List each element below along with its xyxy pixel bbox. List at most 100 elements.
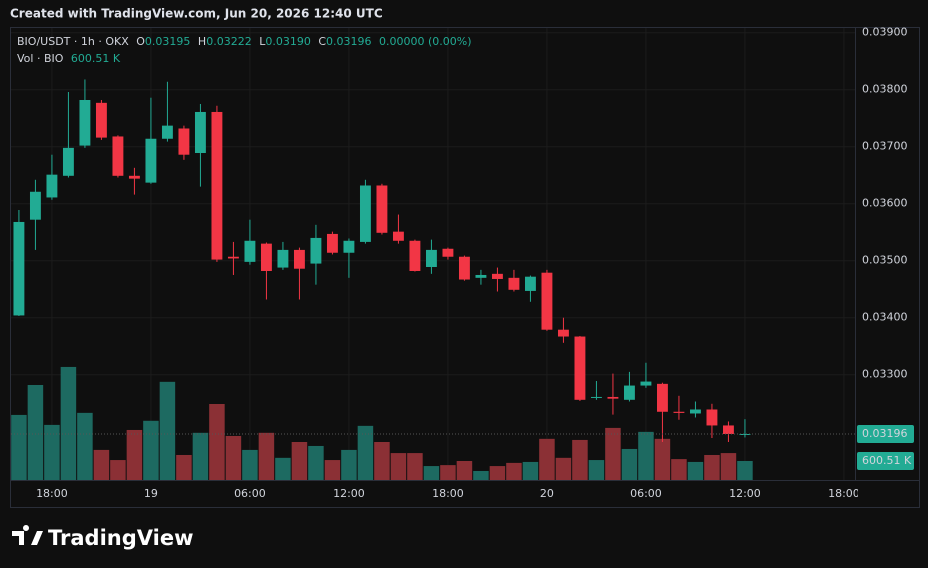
volume-bar — [687, 461, 704, 480]
candle-body — [739, 434, 751, 436]
volume-bar — [654, 438, 671, 480]
candle-body — [260, 243, 272, 271]
volume-bar — [704, 454, 720, 480]
candle-body — [277, 249, 289, 268]
volume-bar — [308, 445, 324, 480]
candle-body — [178, 128, 190, 155]
candle-body — [409, 240, 421, 271]
y-tick-label: 0.03400 — [862, 311, 908, 324]
volume-bar — [737, 460, 753, 480]
volume-bar — [456, 461, 473, 480]
last-price-label: 0.03196 — [862, 427, 908, 440]
volume-bar — [440, 465, 456, 480]
candle-body — [458, 256, 470, 280]
volume-bar — [11, 414, 27, 480]
candle-body — [310, 237, 322, 264]
time-axis: 18:00 19 06:00 12:00 18:00 20 06:00 12:00 18:00 — [36, 487, 860, 500]
candle-body — [722, 425, 734, 435]
volume-bar — [506, 462, 522, 480]
last-volume-box — [857, 451, 914, 470]
logo-icon — [12, 525, 43, 545]
candle-body — [524, 276, 536, 291]
y-tick-label: 0.03700 — [862, 140, 908, 153]
candle-body — [673, 411, 685, 413]
watermark-text: Created with TradingView.com, Jun 20, 20… — [10, 7, 383, 21]
volume-bar — [671, 459, 687, 480]
x-tick-label: 18:00 — [828, 487, 860, 500]
label: C — [318, 35, 326, 48]
candle-body — [359, 185, 371, 242]
x-tick-label: 06:00 — [234, 487, 266, 500]
volume-bar — [27, 385, 44, 480]
volume-bar — [489, 466, 506, 480]
logo-text: TradingView — [48, 526, 193, 550]
y-tick-label: 0.03300 — [862, 368, 908, 381]
candle-body — [13, 221, 25, 316]
volume-bar — [341, 449, 357, 480]
y-tick-label: 0.03500 — [862, 254, 908, 267]
volume-bar — [324, 460, 341, 480]
x-tick-label: 18:00 — [432, 487, 464, 500]
candle-body — [145, 138, 157, 183]
volume-bar — [720, 453, 737, 480]
volume-bar — [159, 381, 176, 480]
candle-body — [491, 273, 503, 279]
volume-bar — [225, 435, 242, 480]
volume-bar — [242, 449, 258, 480]
volume-bar — [539, 438, 555, 480]
candle-body — [541, 272, 553, 330]
volume-bar — [621, 448, 638, 480]
volume-bar — [192, 432, 209, 480]
candle-body — [557, 329, 569, 337]
candle-body — [326, 233, 338, 253]
y-tick-label: 0.03600 — [862, 197, 908, 210]
value: 0.03196 — [326, 35, 372, 48]
volume-bar — [77, 412, 93, 480]
candle-body — [211, 111, 223, 260]
volume-bar — [522, 461, 539, 480]
volume-bar — [291, 442, 308, 480]
candle-body — [244, 240, 256, 262]
candle-body — [623, 385, 635, 400]
candle-body — [689, 409, 701, 414]
y-tick-label: 0.03800 — [862, 83, 908, 96]
candle-body — [79, 99, 91, 146]
x-tick-label: 19 — [144, 487, 158, 500]
candle-body — [194, 111, 206, 153]
candle-body — [475, 274, 487, 278]
candle-body — [128, 175, 140, 179]
candle-body — [227, 256, 239, 259]
volume-bar — [126, 429, 143, 480]
candle-body — [508, 277, 520, 290]
volume-bar — [572, 439, 588, 480]
volume-legend: Vol · BIO 600.51 K — [17, 52, 121, 65]
volume-bar — [110, 460, 126, 480]
x-tick-label: 20 — [540, 487, 554, 500]
volume-bar — [555, 457, 572, 480]
volume-bar — [407, 453, 423, 480]
label: Vol · BIO — [17, 52, 64, 65]
candle-body — [95, 102, 107, 138]
volume-bar — [60, 366, 77, 480]
price-axis: 0.03900 0.03800 0.03700 0.03600 0.03500 0.034… — [857, 26, 914, 470]
volume-bar — [258, 432, 275, 480]
x-tick-label: 12:00 — [729, 487, 761, 500]
volume-bar — [374, 442, 390, 480]
volume-bar — [423, 466, 440, 480]
logo: TradingView — [12, 525, 193, 550]
frame — [10, 27, 920, 508]
symbol: BIO/USDT · 1h · OKX — [17, 35, 129, 48]
candle-body — [29, 191, 41, 220]
change: 0.00000 (0.00%) — [379, 35, 472, 48]
value: 0.03195 — [145, 35, 191, 48]
value: 0.03190 — [265, 35, 311, 48]
volume-bar — [143, 420, 159, 480]
candle-body — [343, 240, 355, 253]
candle-body — [425, 249, 437, 267]
candle-body — [293, 249, 305, 269]
candle-body — [62, 147, 74, 176]
value: 0.03222 — [206, 35, 252, 48]
